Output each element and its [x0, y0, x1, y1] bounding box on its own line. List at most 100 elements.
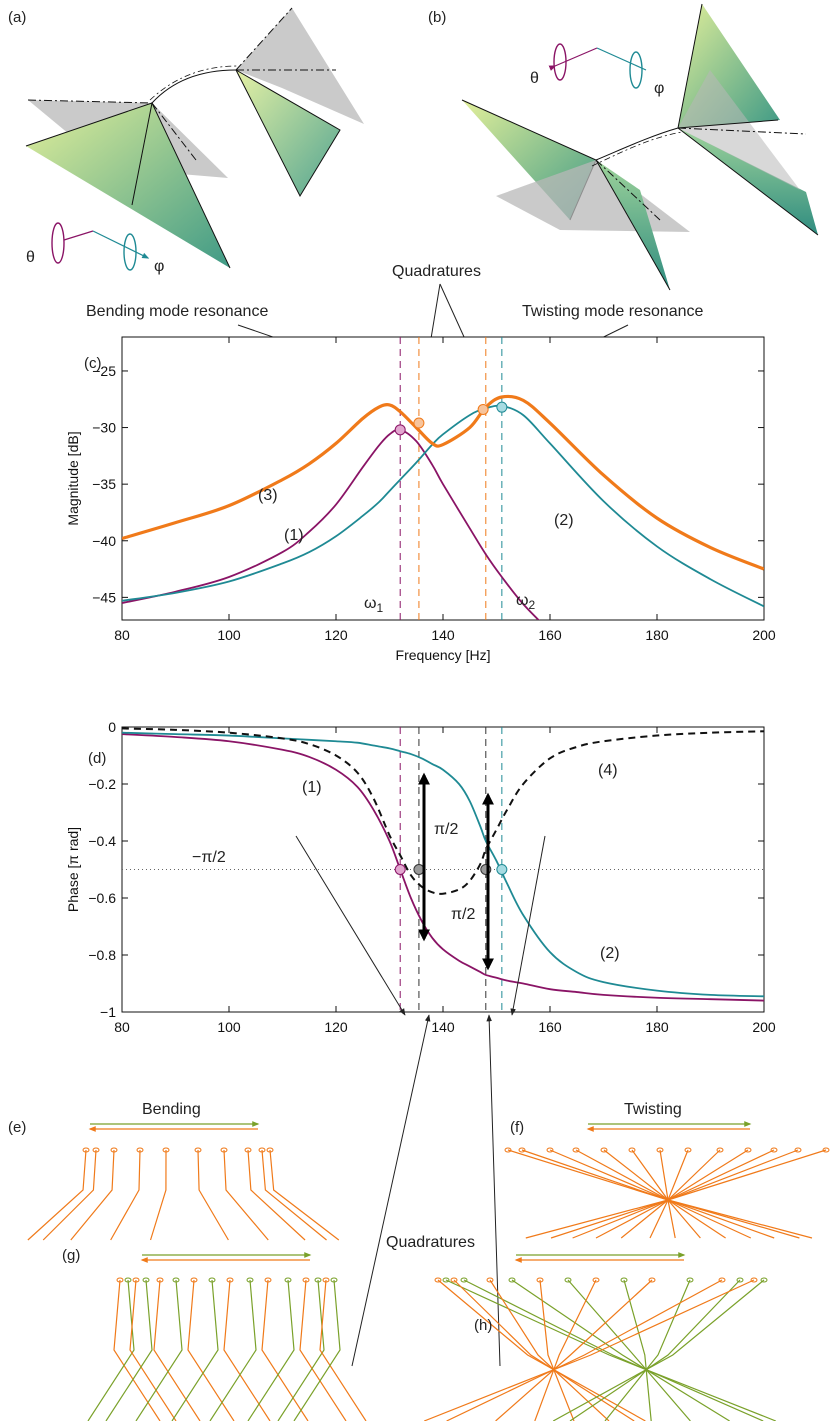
wing-tip-marker [794, 1147, 802, 1153]
wing-stroke [453, 1279, 635, 1421]
y-tick-label: −0.4 [88, 833, 116, 849]
annotation-arrows-bottom [295, 835, 546, 1367]
wing-stroke [423, 1279, 755, 1421]
wing-tip-marker [648, 1277, 656, 1283]
wing-stroke [113, 1279, 161, 1421]
twisting-resonance-annotation: Twisting mode resonance [522, 303, 704, 320]
phi-label-a: φ [154, 258, 164, 275]
x-tick-label: 120 [324, 1019, 348, 1035]
omega1-symbol: ω [364, 595, 377, 612]
wing-tip-marker [684, 1147, 692, 1153]
wing-tip-marker [116, 1277, 124, 1283]
wing-stroke [153, 1279, 201, 1421]
panel-label-a: (a) [8, 9, 26, 26]
panel-g-quadrature-diagram [87, 1252, 367, 1421]
wing-tip-marker [258, 1147, 266, 1153]
panel-d-phase-chart: 80 100 120 140 160 180 200 0 −0.2 −0.4 −0.6 −0.8 −1 P… [65, 719, 776, 1035]
wing-stroke [261, 1279, 309, 1421]
y-tick-label: 0 [108, 719, 116, 735]
wing-tip-marker [504, 1147, 512, 1153]
wing-stroke [42, 1149, 97, 1241]
wing-stroke [293, 1279, 341, 1421]
wing-tip-marker [266, 1147, 274, 1153]
theta-label-a: θ [26, 249, 35, 266]
series-label: (1) [302, 779, 322, 796]
wing-tip-marker [220, 1147, 228, 1153]
wing-stroke [105, 1279, 153, 1421]
wing-stroke [247, 1279, 295, 1421]
wing-tip-marker [284, 1277, 292, 1283]
wing-stroke [495, 1279, 653, 1421]
y-tick-label: −0.8 [88, 947, 116, 963]
series-label: (2) [554, 512, 574, 529]
wing-stroke [534, 1279, 597, 1421]
plot-area [122, 727, 764, 1012]
minus-pi-half-label: −π/2 [192, 849, 226, 866]
wing-tip-marker [190, 1277, 198, 1283]
series-line [122, 394, 764, 571]
wing-tip-marker [322, 1277, 330, 1283]
wing-tip-marker [760, 1277, 768, 1283]
wing-tip-marker [460, 1277, 468, 1283]
wing-tip-marker [244, 1147, 252, 1153]
panel-a-rotation-axes: θ φ [26, 222, 164, 275]
panel-a-wing-illustration [25, 7, 364, 269]
wing-stroke [552, 1279, 765, 1421]
wing-tip-marker [136, 1147, 144, 1153]
panel-b-rotation-axes: θ φ [530, 43, 664, 97]
x-tick-label: 200 [752, 627, 776, 643]
wing-tip-marker [124, 1277, 132, 1283]
twisting-label: Twisting [624, 1101, 682, 1118]
quadratures-annotation-top: Quadratures [392, 263, 481, 280]
panel-label-f: (f) [510, 1119, 524, 1136]
y-axis-label: Magnitude [dB] [65, 431, 81, 525]
wing-tip-marker [564, 1277, 572, 1283]
x-tick-label: 160 [538, 627, 562, 643]
wing-tip-marker [686, 1277, 694, 1283]
wing-stroke [445, 1279, 777, 1421]
panel-label-d: (d) [88, 750, 106, 767]
x-tick-label: 120 [324, 627, 348, 643]
wing-stroke [319, 1279, 367, 1421]
y-tick-label: −40 [92, 533, 116, 549]
wing-stroke [631, 1149, 701, 1239]
wing-tip-marker [314, 1277, 322, 1283]
wing-tip-marker [656, 1147, 664, 1153]
wing-stroke [604, 1279, 691, 1421]
series-line [122, 428, 540, 620]
panel-c-magnitude-chart: 80 100 120 140 160 180 200 −25 −30 −35 −40 −45 Frequ… [65, 336, 776, 663]
wing-stroke [569, 1279, 741, 1421]
wing-stroke [27, 1149, 87, 1241]
quadrature-marker [394, 864, 406, 875]
x-axis-label: Frequency [Hz] [396, 647, 491, 663]
wing-tip-marker [744, 1147, 752, 1153]
wing-tip-marker [736, 1277, 744, 1283]
panel-h-quadrature-diagram [423, 1252, 777, 1421]
wing-tip-marker [246, 1277, 254, 1283]
x-tick-label: 80 [114, 1019, 130, 1035]
wing-tip-marker [718, 1277, 726, 1283]
wing-tip-marker [442, 1277, 450, 1283]
wing-tip-marker [226, 1277, 234, 1283]
x-tick-label: 140 [431, 1019, 455, 1035]
panel-label-h: (h) [474, 1317, 492, 1334]
pi-half-upper-label: π/2 [434, 821, 458, 838]
panel-b-wing-illustration [461, 3, 819, 291]
series-line [122, 731, 764, 998]
omega1-label: ω1 [364, 595, 384, 615]
plot-frame [121, 336, 765, 621]
x-tick-label: 180 [645, 627, 669, 643]
wing-stroke [623, 1279, 652, 1421]
wing-tip-marker [592, 1277, 600, 1283]
wing-stroke [135, 1279, 183, 1421]
wing-stroke [299, 1279, 347, 1421]
phi-label-b: φ [654, 80, 664, 97]
wing-tip-marker [518, 1147, 526, 1153]
wing-stroke [489, 1279, 610, 1421]
wing-stroke [149, 1149, 167, 1241]
x-tick-label: 200 [752, 1019, 776, 1035]
y-tick-label: −0.6 [88, 890, 116, 906]
wing-stroke [463, 1279, 764, 1421]
series-line [122, 733, 764, 1002]
